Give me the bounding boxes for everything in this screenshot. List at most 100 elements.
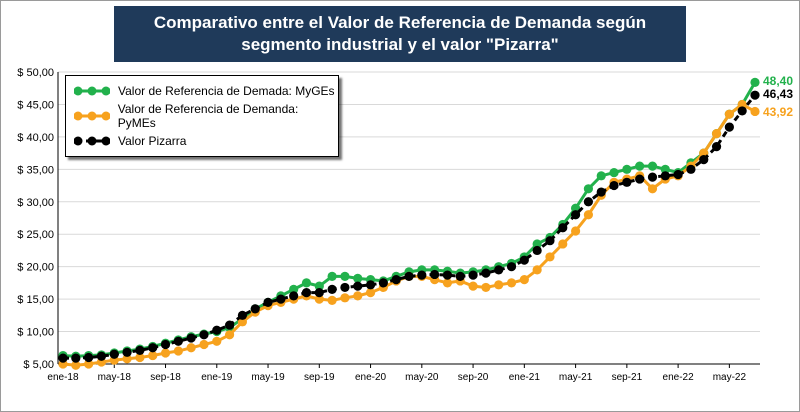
data-point [224, 320, 235, 330]
data-point [378, 278, 388, 288]
data-point [737, 106, 747, 116]
legend-label-mygEs: Valor de Referencia de Demada: MyGEs [118, 84, 335, 98]
data-point [468, 281, 478, 291]
legend-label-pymes: Valor de Referencia de Demanda: PyMEs [117, 102, 299, 130]
data-point [583, 184, 594, 194]
data-point [532, 245, 542, 256]
legend: Valor de Referencia de Demada: MyGEs Val… [65, 75, 339, 157]
data-point [570, 226, 581, 236]
x-tick-label: sep-21 [612, 372, 643, 383]
data-point [84, 352, 94, 363]
data-point [263, 297, 273, 307]
x-axis: ene-18 may-18 sep-18 ene-19 may-19 sep-19 ene-… [47, 364, 746, 383]
data-point [148, 343, 158, 353]
x-tick-label: sep-20 [458, 372, 489, 383]
data-point [314, 281, 324, 291]
data-point [506, 278, 517, 288]
data-point [532, 265, 542, 275]
data-point [122, 354, 132, 364]
data-point [135, 352, 145, 363]
data-point [494, 280, 504, 290]
data-point [660, 164, 670, 174]
data-point [160, 339, 171, 350]
data-point [276, 294, 286, 304]
data-point [353, 273, 363, 283]
legend-item-pizarra: Valor Pizarra [74, 132, 186, 150]
y-axis: $ 5,00 $ 10,00 $ 15,00 $ 20,00 $ 25,00 $ 30,0… [17, 67, 760, 371]
data-point [442, 278, 453, 288]
data-point [673, 169, 683, 180]
data-point [724, 109, 734, 119]
data-point [647, 184, 658, 194]
data-point [468, 270, 478, 280]
data-point [186, 333, 196, 343]
y-tick-label: $ 45,00 [17, 99, 54, 111]
data-point [711, 142, 722, 152]
x-tick-label: ene-18 [47, 372, 79, 383]
y-tick-label: $ 35,00 [17, 164, 54, 176]
data-point [237, 310, 248, 320]
data-point [558, 223, 568, 233]
data-point [506, 262, 517, 272]
data-point [532, 239, 542, 249]
data-point [212, 336, 222, 346]
y-tick-label: $ 25,00 [17, 229, 54, 241]
legend-label-pizarra: Valor Pizarra [118, 134, 187, 148]
data-point [173, 346, 183, 356]
x-tick-label: may-21 [559, 372, 593, 383]
chart-title: Comparativo entre el Valor de Referencia… [153, 13, 647, 54]
data-point [430, 269, 440, 280]
data-point [340, 282, 350, 293]
data-point [519, 275, 529, 285]
data-point [609, 167, 619, 178]
data-point [404, 271, 414, 281]
data-point [96, 351, 107, 361]
data-point [609, 180, 619, 191]
data-point [199, 339, 209, 350]
data-point [417, 270, 427, 280]
x-tick-label: sep-18 [150, 372, 181, 383]
data-point [314, 288, 324, 298]
data-point [622, 164, 632, 174]
data-point [660, 171, 670, 181]
data-point [442, 270, 453, 280]
series-lines [58, 77, 760, 370]
data-point [570, 210, 581, 220]
data-point [647, 172, 658, 182]
data-point [353, 281, 363, 291]
x-tick-label: ene-20 [355, 372, 387, 383]
data-point [58, 353, 68, 363]
x-tick-label: ene-22 [663, 372, 695, 383]
data-point [289, 284, 299, 294]
data-point [327, 271, 337, 281]
data-point [340, 271, 350, 281]
chart-title-box: Comparativo entre el Valor de Referencia… [114, 6, 686, 62]
data-point [686, 164, 696, 174]
legend-item-pymes: Valor de Referencia de Demanda: PyMEs [74, 102, 338, 130]
data-point [71, 360, 81, 370]
data-point [353, 291, 363, 301]
data-point [519, 255, 529, 265]
data-point [186, 343, 196, 353]
data-point [711, 129, 722, 139]
data-point [699, 155, 709, 165]
data-point [301, 288, 312, 298]
data-point [583, 197, 594, 207]
data-point [301, 278, 312, 288]
data-point [160, 348, 171, 358]
data-point [622, 177, 632, 187]
x-tick-label: ene-21 [509, 372, 541, 383]
data-point [558, 239, 568, 249]
legend-item-mygEs: Valor de Referencia de Demada: MyGEs [74, 82, 335, 100]
data-point [545, 252, 555, 262]
x-tick-label: may-22 [713, 372, 747, 383]
data-point [340, 293, 350, 303]
y-tick-label: $ 40,00 [17, 132, 54, 144]
data-point [455, 271, 465, 281]
data-point [481, 268, 491, 278]
end-label-pymes: 43,92 [763, 105, 794, 120]
data-point [494, 265, 504, 275]
data-point [737, 99, 747, 110]
data-point [583, 210, 594, 220]
